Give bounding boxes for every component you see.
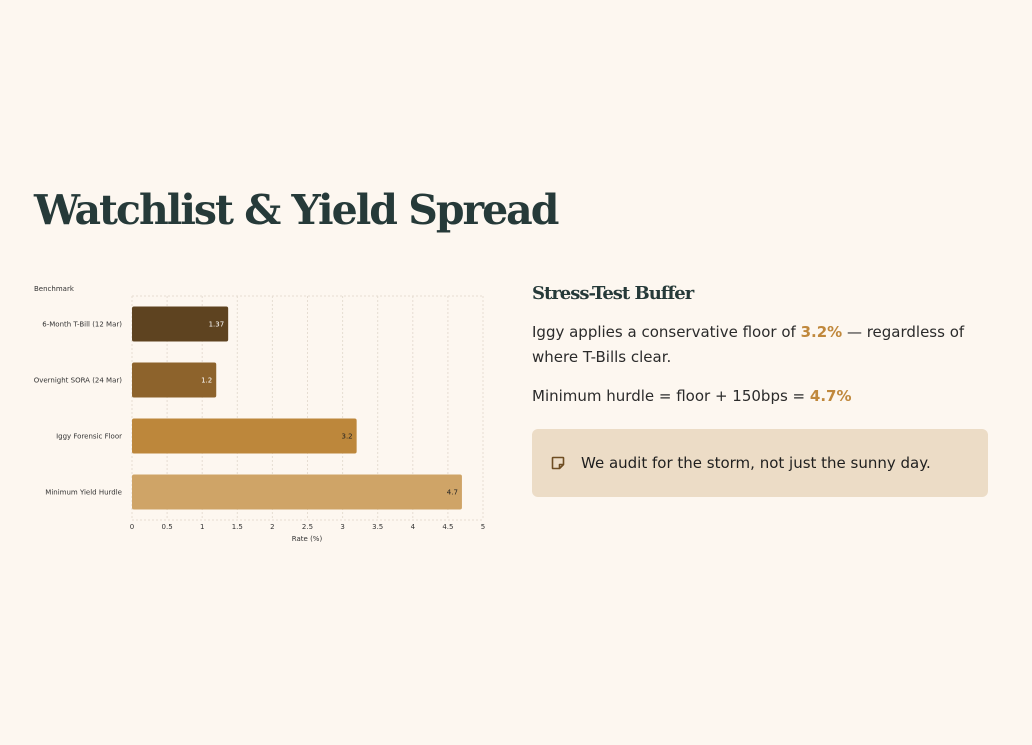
x-tick-label: 1: [200, 523, 204, 531]
hurdle-value: 4.7%: [809, 387, 852, 405]
bar-value-label: 1.37: [209, 321, 225, 329]
y-axis-label: Benchmark: [34, 285, 75, 293]
y-tick-label: Iggy Forensic Floor: [56, 433, 122, 441]
page-title: Watchlist & Yield Spread: [34, 186, 559, 234]
x-tick-label: 1.5: [232, 523, 243, 531]
x-tick-label: 3: [340, 523, 344, 531]
bar: [132, 474, 462, 510]
bar: [132, 418, 357, 454]
floor-paragraph: Iggy applies a conservative floor of 3.2…: [532, 320, 988, 370]
x-tick-label: 0.5: [162, 523, 173, 531]
floor-value: 3.2%: [800, 323, 843, 341]
y-tick-label: 6-Month T-Bill (12 Mar): [42, 321, 122, 329]
section-heading: Stress-Test Buffer: [532, 283, 694, 304]
bar: [132, 362, 217, 398]
x-tick-label: 4: [411, 523, 416, 531]
y-tick-label: Overnight SORA (24 Mar): [34, 377, 123, 385]
note-text: We audit for the storm, not just the sun…: [581, 454, 931, 472]
sticky-note-icon: [551, 456, 565, 470]
bar-value-label: 4.7: [447, 489, 458, 497]
y-tick-label: Minimum Yield Hurdle: [45, 489, 122, 497]
text: — regardless of where T-Bills clear.: [532, 323, 965, 366]
stress-test-panel: Stress-Test Buffer Iggy applies a conser…: [532, 283, 988, 497]
hurdle-paragraph: Minimum hurdle = floor + 150bps = 4.7%: [532, 384, 988, 409]
yield-bar-chart: Benchmark 1.37 1.2 3.2 4.7 0 0.5 1 1.5 2 2.5 3 3.5…: [34, 285, 486, 543]
text: Minimum hurdle = floor + 150bps =: [532, 387, 810, 405]
x-tick-label: 5: [481, 523, 485, 531]
x-tick-label: 3.5: [372, 523, 383, 531]
x-axis-label: Rate (%): [292, 535, 323, 543]
bar-value-label: 3.2: [341, 433, 352, 441]
x-tick-label: 0: [130, 523, 134, 531]
x-tick-label: 2.5: [302, 523, 313, 531]
x-tick-label: 2: [270, 523, 274, 531]
text: Iggy applies a conservative floor of: [532, 323, 801, 341]
callout-note: We audit for the storm, not just the sun…: [532, 429, 988, 497]
bar-value-label: 1.2: [201, 377, 212, 385]
bar: [132, 306, 229, 342]
x-tick-label: 4.5: [442, 523, 453, 531]
